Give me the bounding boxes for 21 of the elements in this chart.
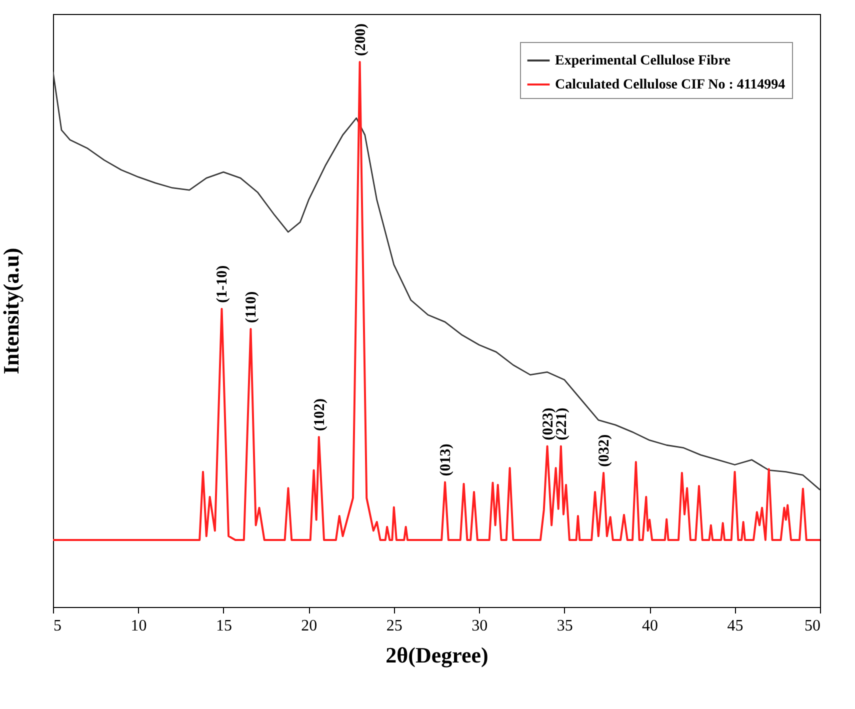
annotation: (110) xyxy=(244,291,260,324)
x-tick-label: 40 xyxy=(642,618,658,634)
legend-label: Experimental Cellulose Fibre xyxy=(555,54,730,68)
annotation: (013) xyxy=(438,444,454,476)
x-tick-label: 15 xyxy=(216,618,232,634)
x-tick-label: 45 xyxy=(727,618,744,634)
annotation: (023) xyxy=(540,408,556,440)
x-tick-label: 10 xyxy=(130,618,147,634)
annotation: (102) xyxy=(312,398,328,431)
x-tick-label: 35 xyxy=(556,618,573,634)
x-tick-label: 5 xyxy=(54,618,62,634)
x-tick-label: 25 xyxy=(386,618,402,634)
legend-label: Calculated Cellulose CIF No : 4114994 xyxy=(555,78,786,92)
y-axis-title: Intensity(a.u) xyxy=(0,248,24,374)
x-tick-label: 20 xyxy=(301,618,318,634)
annotation: (032) xyxy=(596,434,613,467)
annotation: (200) xyxy=(352,23,369,56)
x-tick-label: 50 xyxy=(804,618,820,634)
annotation: (1-10) xyxy=(214,265,231,303)
x-tick-label: 30 xyxy=(472,618,488,634)
x-axis-title: 2θ(Degree) xyxy=(386,642,488,668)
